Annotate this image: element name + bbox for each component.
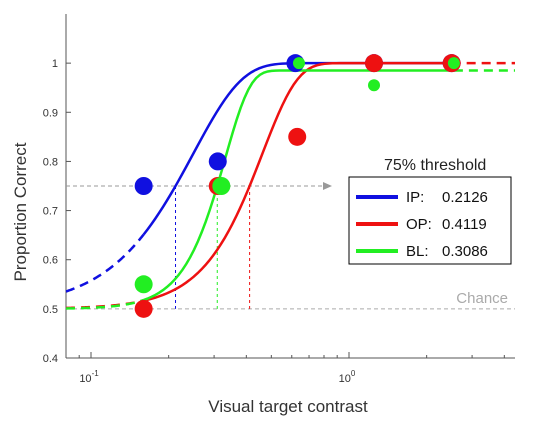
y-tick-label: 0.4 xyxy=(43,353,58,365)
fit-curve-dashed xyxy=(65,233,145,293)
y-tick-label: 1 xyxy=(52,58,58,70)
data-point xyxy=(367,79,380,92)
y-axis-title: Proportion Correct xyxy=(11,142,30,281)
legend: 75% threshold IP: 0.2126 OP: 0.4119 BL: 0.308… xyxy=(348,157,512,265)
legend-threshold-value: 0.3086 xyxy=(442,243,488,260)
data-point xyxy=(134,275,153,294)
legend-threshold-value: 0.2126 xyxy=(442,189,488,206)
y-tick-label: 0.8 xyxy=(43,156,58,168)
data-point xyxy=(288,127,307,146)
y-tick-label: 0.7 xyxy=(43,206,58,218)
data-point xyxy=(292,57,305,70)
data-points xyxy=(134,54,461,318)
data-point xyxy=(208,152,227,171)
fit-curve-dashed xyxy=(65,298,145,310)
data-point xyxy=(212,177,231,195)
legend-entries: IP: 0.2126 OP: 0.4119 BL: 0.3086 xyxy=(356,189,488,260)
legend-threshold-value: 0.4119 xyxy=(442,216,487,233)
legend-series-name: BL: xyxy=(406,243,429,260)
x-axis-title: Visual target contrast xyxy=(208,397,368,416)
data-point xyxy=(134,177,153,195)
y-tick-label: 0.5 xyxy=(43,304,58,316)
x-tick-label: 10-1 xyxy=(79,369,99,385)
legend-series-name: OP: xyxy=(406,216,432,233)
data-point xyxy=(134,299,153,318)
fit-curve xyxy=(143,61,452,302)
data-point xyxy=(364,54,383,73)
y-tick-label: 0.6 xyxy=(43,255,58,267)
legend-series-name: IP: xyxy=(406,189,424,206)
chance-label: Chance xyxy=(456,290,508,307)
y-tick-label: 0.9 xyxy=(43,107,58,119)
legend-title: 75% threshold xyxy=(384,157,486,174)
data-point xyxy=(447,57,460,70)
x-tick-label: 100 xyxy=(339,369,356,385)
